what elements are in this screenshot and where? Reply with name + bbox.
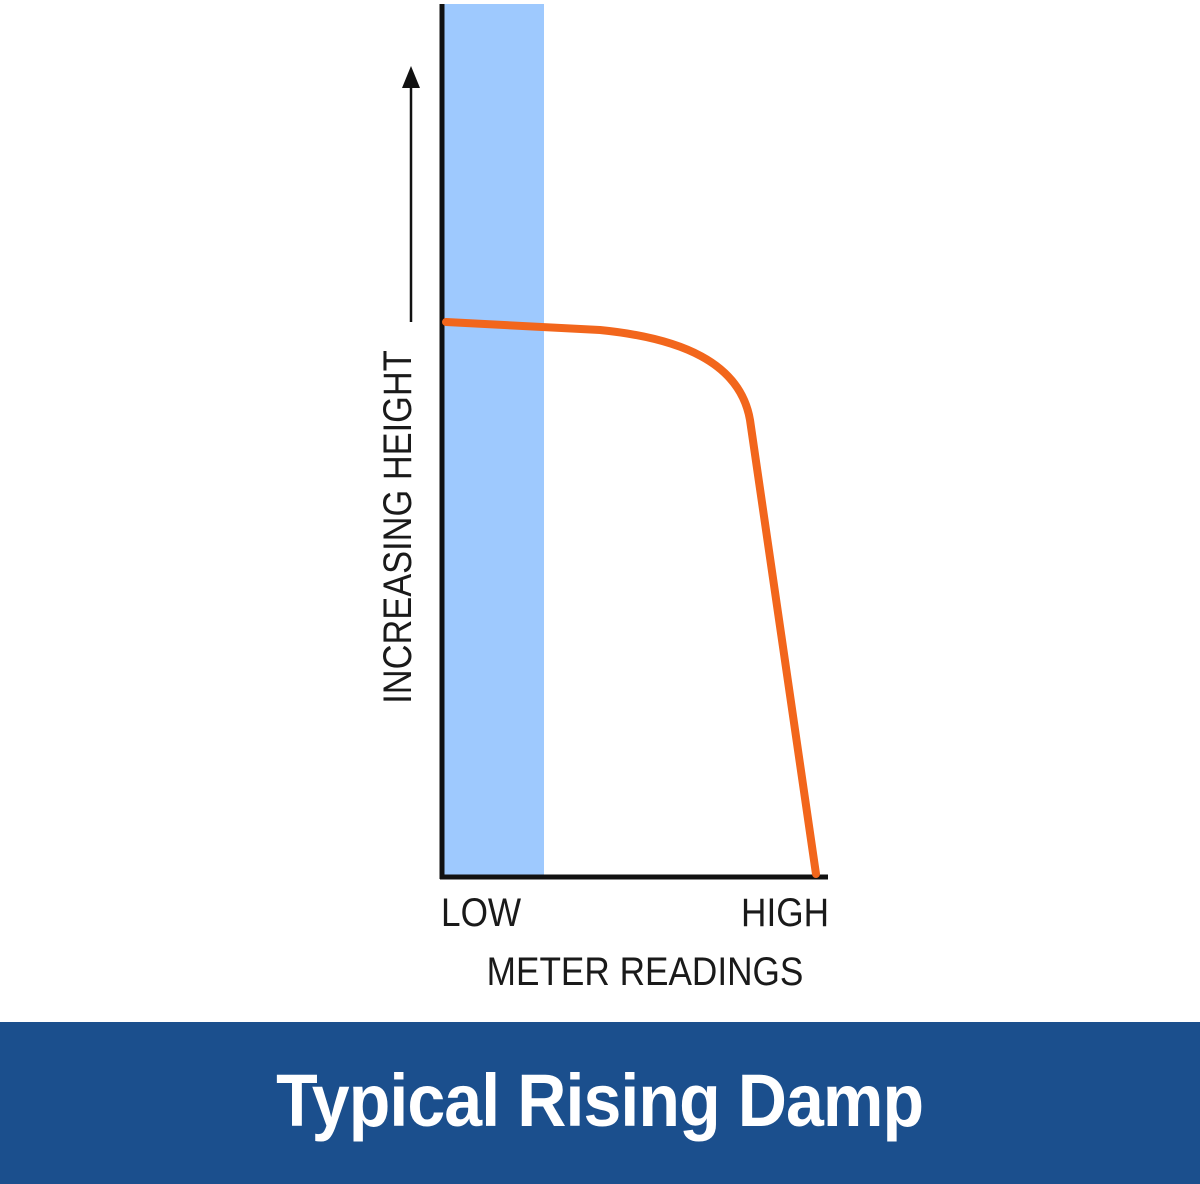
- low-reading-band: [444, 4, 544, 877]
- x-axis-label: METER READINGS: [487, 949, 804, 994]
- height-arrow-head-icon: [402, 66, 420, 88]
- x-high-label: HIGH: [741, 890, 829, 935]
- rising-damp-diagram: INCREASING HEIGHT LOW HIGH METER READING…: [375, 4, 829, 994]
- title-banner: Typical Rising Damp: [0, 1022, 1200, 1184]
- moisture-reading-curve: [442, 318, 820, 878]
- x-low-label: LOW: [441, 890, 522, 935]
- banner-title: Typical Rising Damp: [276, 1058, 924, 1142]
- y-axis-label: INCREASING HEIGHT: [375, 350, 420, 704]
